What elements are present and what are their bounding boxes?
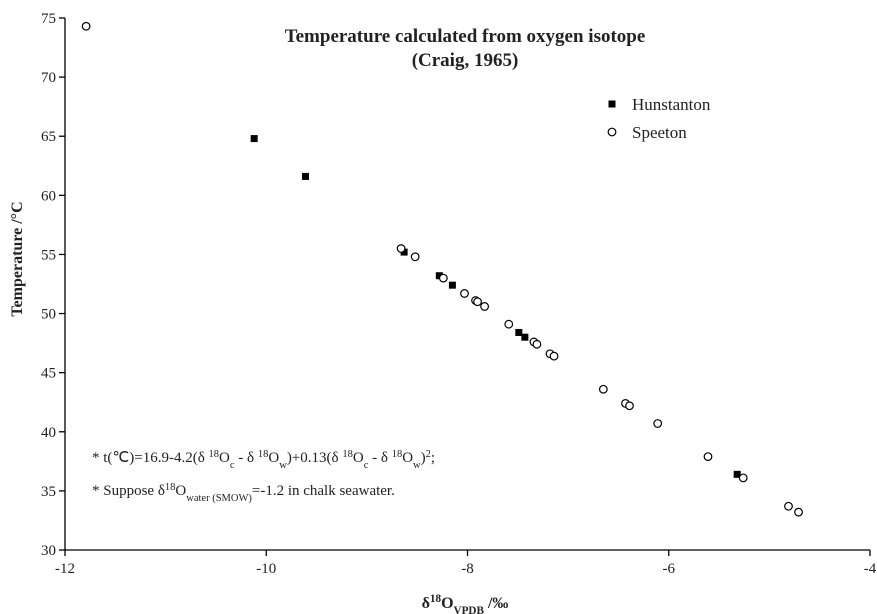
text-part: δ	[422, 595, 430, 612]
text-part: O	[353, 450, 364, 466]
point	[81, 21, 91, 31]
point	[301, 172, 309, 180]
point	[250, 135, 258, 143]
point	[738, 473, 748, 483]
y-tick-label: 45	[41, 366, 56, 382]
text-part: * Suppose δ	[92, 483, 165, 499]
text-part: O	[175, 483, 186, 499]
x-axis-label: δ18OVPDB /‰	[422, 593, 509, 614]
y-tick-label: 65	[41, 129, 56, 145]
subscript: w	[413, 460, 421, 471]
text-part: O	[441, 595, 453, 612]
superscript: 18	[430, 593, 442, 605]
subscript: water (SMOW)	[186, 493, 252, 504]
text-part: O	[219, 450, 230, 466]
subscript: w	[279, 460, 287, 471]
text-part: * t(℃)=16.9-4.2(δ	[92, 450, 209, 466]
point	[480, 302, 490, 311]
x-tick-label: -6	[663, 561, 676, 577]
point	[549, 351, 559, 361]
superscript: 18	[342, 449, 353, 460]
annotation: * t(℃)=16.9-4.2(δ 18Oc - δ 18Ow)+0.13(δ …	[92, 449, 435, 471]
y-axis-label: Temperature /°C	[9, 201, 26, 316]
point	[653, 419, 663, 428]
text-part: O	[402, 450, 413, 466]
point	[473, 297, 482, 307]
y-tick-label: 30	[41, 543, 56, 559]
y-tick-label: 60	[41, 188, 56, 204]
point	[625, 401, 634, 411]
x-tick-label: -12	[55, 561, 75, 577]
legend-marker	[608, 100, 616, 108]
y-tick-label: 70	[41, 70, 56, 86]
y-tick-label: 35	[41, 484, 56, 500]
chart-title: (Craig, 1965)	[412, 50, 519, 71]
x-tick-label: -8	[461, 561, 474, 577]
x-tick-label: -10	[256, 561, 276, 577]
subscript: c	[230, 460, 235, 471]
superscript: 18	[165, 482, 176, 493]
text-part: O	[268, 450, 279, 466]
text-part: )+0.13(δ	[287, 450, 343, 466]
point	[400, 248, 408, 256]
point	[460, 289, 469, 298]
legend-label: Hunstanton	[632, 95, 711, 114]
point	[703, 452, 713, 462]
point	[438, 273, 448, 283]
text-part: - δ	[368, 450, 391, 466]
point	[410, 252, 420, 262]
y-tick-label: 50	[41, 307, 56, 323]
text-part: =-1.2 in chalk seawater.	[252, 483, 395, 499]
point	[532, 339, 542, 349]
point	[504, 319, 514, 329]
subscript: c	[364, 460, 369, 471]
text-part: - δ	[235, 450, 258, 466]
legend-label: Speeton	[632, 123, 687, 142]
subscript: VPDB	[454, 605, 485, 614]
superscript: 2	[426, 449, 431, 460]
superscript: 18	[392, 449, 403, 460]
superscript: 18	[258, 449, 269, 460]
point	[448, 281, 456, 289]
y-tick-label: 40	[41, 425, 56, 441]
y-tick-label: 55	[41, 247, 56, 263]
legend-marker	[607, 127, 617, 137]
chart-title: Temperature calculated from oxygen isoto…	[285, 26, 646, 47]
text-part: )	[421, 450, 426, 466]
point	[521, 333, 529, 341]
point	[396, 244, 406, 253]
annotation: * Suppose δ18Owater (SMOW)=-1.2 in chalk…	[92, 482, 395, 504]
superscript: 18	[209, 449, 220, 460]
text-part: ;	[431, 450, 435, 466]
point	[598, 384, 608, 394]
point	[435, 272, 443, 280]
point	[733, 470, 741, 478]
point	[794, 507, 803, 517]
point	[784, 501, 793, 511]
point	[515, 328, 523, 336]
x-tick-label: -4	[864, 561, 877, 577]
text-part: /‰	[484, 595, 508, 612]
y-tick-label: 75	[41, 11, 56, 27]
